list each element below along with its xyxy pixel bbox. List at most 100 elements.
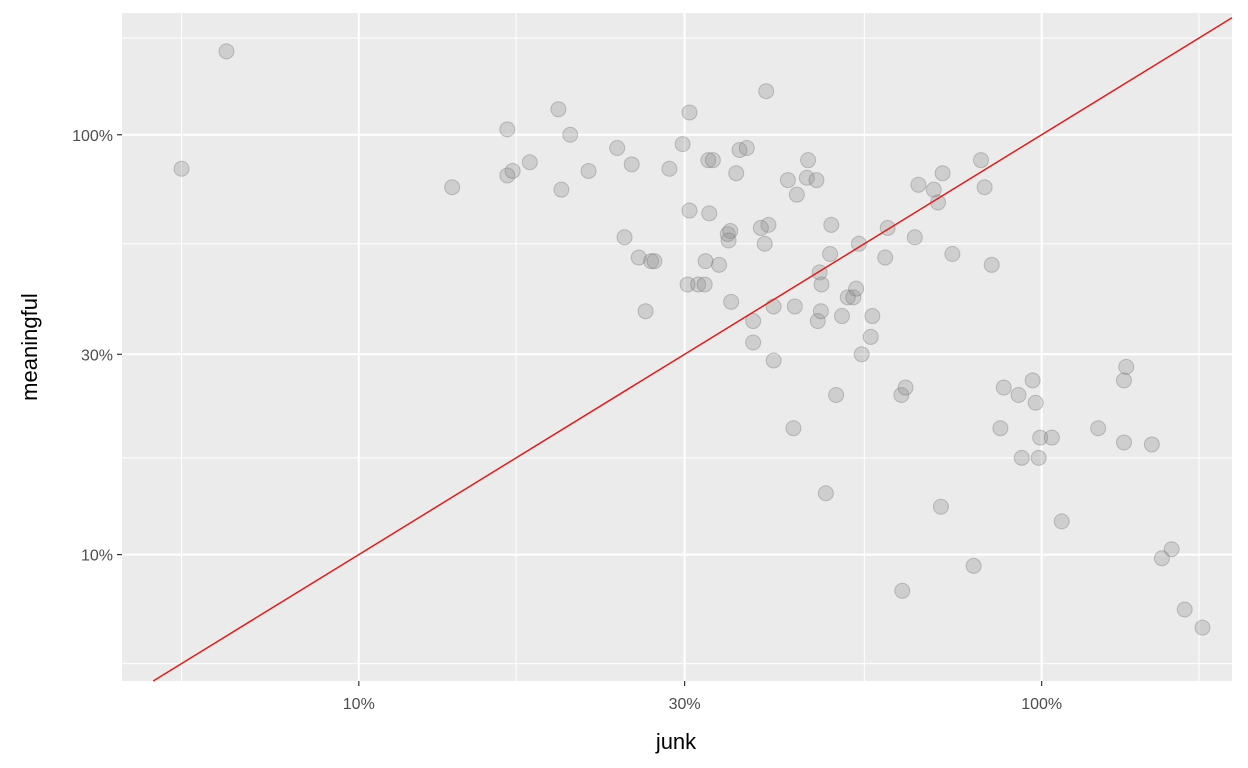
scatter-point [504, 162, 521, 179]
scatter-point [765, 298, 782, 315]
scatter-point [550, 101, 567, 118]
scatter-point [877, 249, 894, 266]
scatter-point [1010, 386, 1027, 403]
scatter-point [833, 308, 850, 325]
scatter-point [720, 232, 737, 249]
scatter-point [553, 181, 570, 198]
scatter-point [906, 229, 923, 246]
scatter-point [976, 179, 993, 196]
scatter-point [697, 253, 714, 270]
scatter-point [758, 83, 775, 100]
scatter-point [690, 276, 707, 293]
scatter-point [752, 219, 769, 236]
scatter-point [992, 420, 1009, 437]
scatter-point [1013, 449, 1030, 466]
scatter-point [785, 420, 802, 437]
scatter-point [817, 485, 834, 502]
scatter-point [679, 276, 696, 293]
scatter-point [839, 289, 856, 306]
y-axis-title: meaningful [17, 293, 42, 401]
scatter-point [1153, 550, 1170, 567]
scatter-point [934, 165, 951, 182]
scatter-point [745, 313, 762, 330]
scatter-point [738, 140, 755, 157]
scatter-point [1163, 541, 1180, 558]
scatter-point [499, 167, 516, 184]
y-tick-label: 100% [72, 128, 113, 145]
scatter-point [812, 303, 829, 320]
scatter-point [823, 216, 840, 233]
scatter-point [444, 179, 461, 196]
scatter-point [788, 186, 805, 203]
scatter-point [704, 152, 721, 169]
scatter-point [661, 160, 678, 177]
scatter-point [173, 160, 190, 177]
scatter-point [643, 253, 660, 270]
scatter-point [944, 246, 961, 263]
scatter-point [218, 43, 235, 60]
scatter-point [1090, 420, 1107, 437]
scatter-point [779, 172, 796, 189]
scatter-point [722, 222, 739, 239]
y-axis-ticks: 10% 30% 100% [72, 128, 122, 565]
y-tick-label: 10% [81, 548, 113, 565]
scatter-point [893, 386, 910, 403]
scatter-point [995, 379, 1012, 396]
scatter-point [765, 352, 782, 369]
scatter-point [828, 386, 845, 403]
scatter-point [853, 346, 870, 363]
scatter-point [864, 308, 881, 325]
scatter-point [1115, 372, 1132, 389]
scatter-point [932, 498, 949, 515]
scatter-point [813, 276, 830, 293]
scatter-point [756, 235, 773, 252]
scatter-point [1118, 358, 1135, 375]
scatter-point [745, 334, 762, 351]
scatter-point [894, 582, 911, 599]
scatter-point [499, 121, 516, 138]
scatter-point [1194, 619, 1211, 636]
scatter-point [731, 141, 748, 158]
scatter-point [681, 202, 698, 219]
scatter-point [809, 313, 826, 330]
scatter-point [862, 328, 879, 345]
scatter-point [910, 176, 927, 193]
scatter-point [681, 104, 698, 121]
scatter-point [1115, 434, 1132, 451]
scatter-point [637, 303, 654, 320]
scatter-point [822, 246, 839, 263]
scatter-point [845, 289, 862, 306]
scatter-point [798, 169, 815, 186]
scatter-point [1053, 513, 1070, 530]
scatter-point [711, 256, 728, 273]
x-tick-label: 100% [1021, 696, 1062, 713]
x-axis-ticks: 10% 30% 100% [343, 681, 1062, 713]
scatter-point [701, 205, 718, 222]
scatter-point [696, 276, 713, 293]
scatter-point [965, 557, 982, 574]
x-tick-label: 10% [343, 696, 375, 713]
scatter-point [700, 152, 717, 169]
y-tick-label: 30% [81, 347, 113, 364]
scatter-point [723, 293, 740, 310]
scatter-point [521, 154, 538, 171]
reference-line [152, 17, 1233, 682]
scatter-point [800, 152, 817, 169]
scatter-point [1032, 429, 1049, 446]
scatter-point [1043, 429, 1060, 446]
scatter-point [674, 136, 691, 153]
scatter-point [850, 235, 867, 252]
scatter-point [616, 229, 633, 246]
scatter-point [1027, 394, 1044, 411]
minor-grid [122, 13, 1232, 681]
scatter-point [719, 226, 736, 243]
major-grid [122, 13, 1232, 681]
scatter-point [808, 172, 825, 189]
scatter-point [1030, 449, 1047, 466]
scatter-point [580, 162, 597, 179]
scatter-point [786, 298, 803, 315]
scatter-point [1143, 436, 1160, 453]
scatter-point [728, 165, 745, 182]
scatter-point [1024, 372, 1041, 389]
